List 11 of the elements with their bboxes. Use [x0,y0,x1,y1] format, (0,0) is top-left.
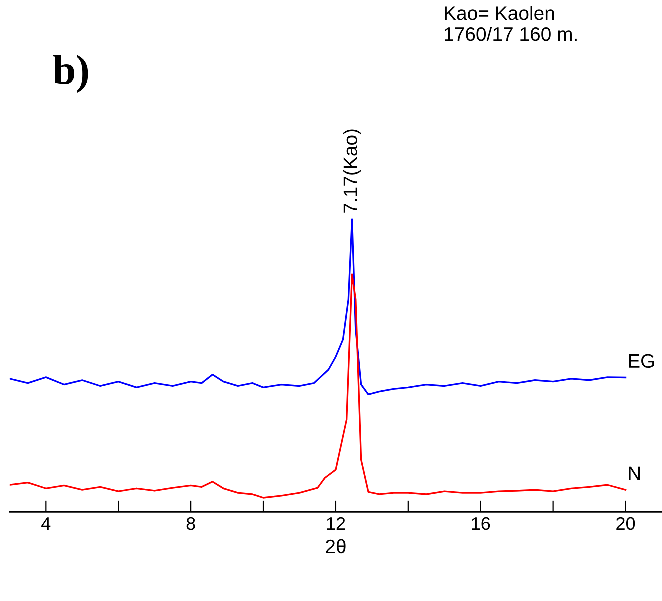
text: Kao= Kaolen 1760/17 160 m. [445,6,577,42]
x-tick-label: 4 [42,518,51,530]
x-tick-label: 12 [327,517,346,530]
x-tick-label: 20 [616,517,636,530]
annotation: 7.17(Kao) [343,130,362,213]
series-label: N [629,466,640,480]
series-label: EG [629,354,654,368]
x-tick-label: 16 [472,517,490,530]
x-tick-label: 8 [186,517,196,530]
text: b) [53,55,88,94]
x-axis-title: 2θ [326,539,346,554]
